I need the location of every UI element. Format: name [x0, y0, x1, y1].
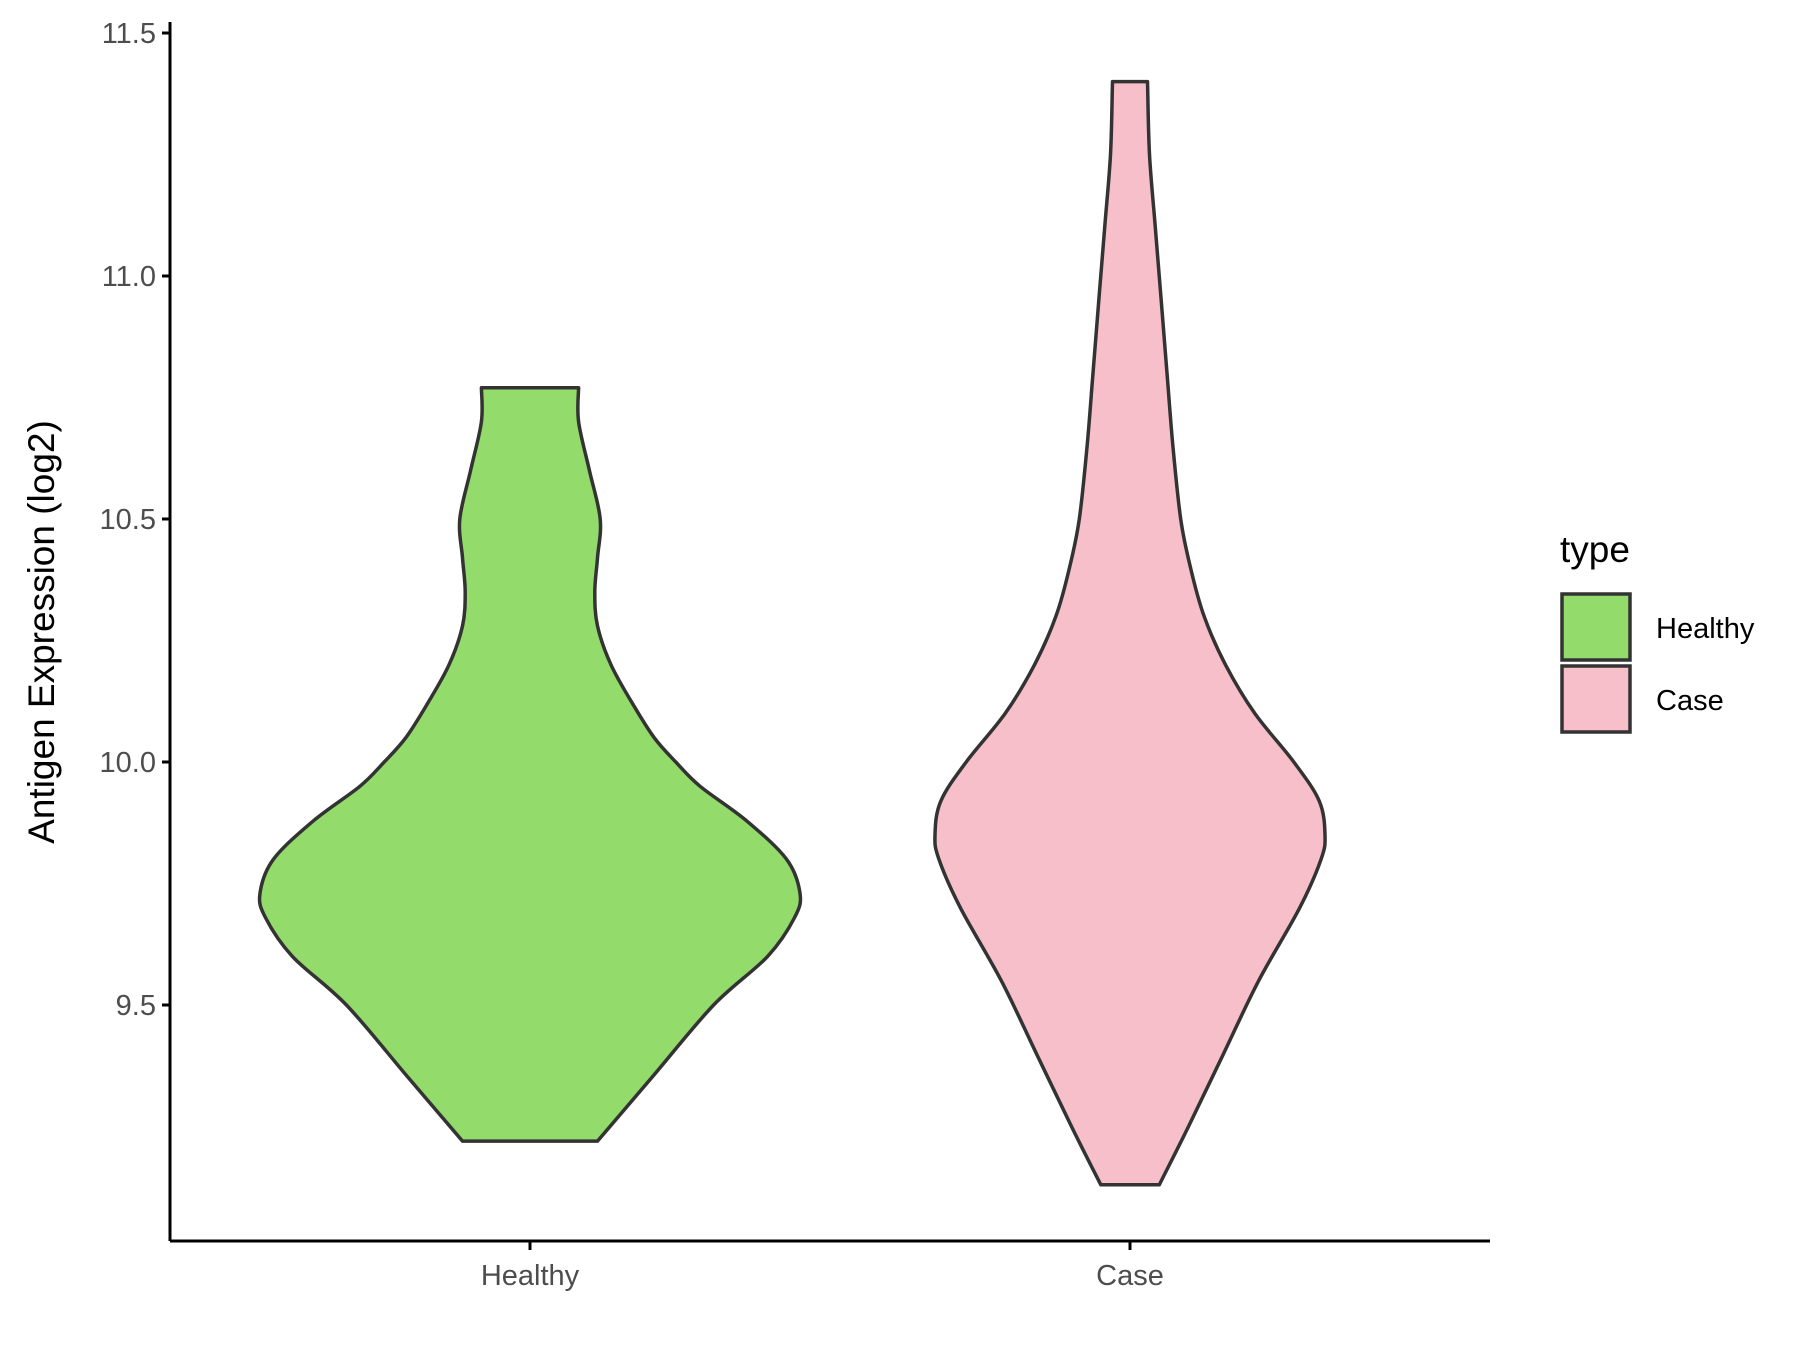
violin-case [933, 79, 1327, 1187]
y-tick-label: 9.5 [116, 990, 156, 1022]
y-tick-label: 10.0 [100, 747, 156, 779]
legend-swatch-healthy [1560, 592, 1632, 662]
violin-layer [257, 79, 1327, 1187]
y-axis-title: Antigen Expression (log2) [21, 420, 62, 844]
y-tick-label: 11.0 [102, 261, 156, 293]
legend-title: type [1560, 529, 1630, 570]
violin-healthy [257, 386, 803, 1143]
y-axis-ticks: 9.5 10.0 10.5 11.0 11.5 [100, 18, 170, 1022]
x-tick-label: Healthy [481, 1260, 580, 1292]
y-tick-label: 11.5 [102, 18, 156, 50]
legend: type Healthy Case [1560, 529, 1755, 734]
legend-label: Case [1656, 685, 1724, 717]
x-tick-label: Case [1096, 1260, 1164, 1292]
legend-label: Healthy [1656, 613, 1755, 645]
y-tick-label: 10.5 [100, 504, 156, 536]
x-axis-ticks: Healthy Case [481, 1241, 1164, 1292]
legend-swatch-case [1560, 664, 1632, 734]
